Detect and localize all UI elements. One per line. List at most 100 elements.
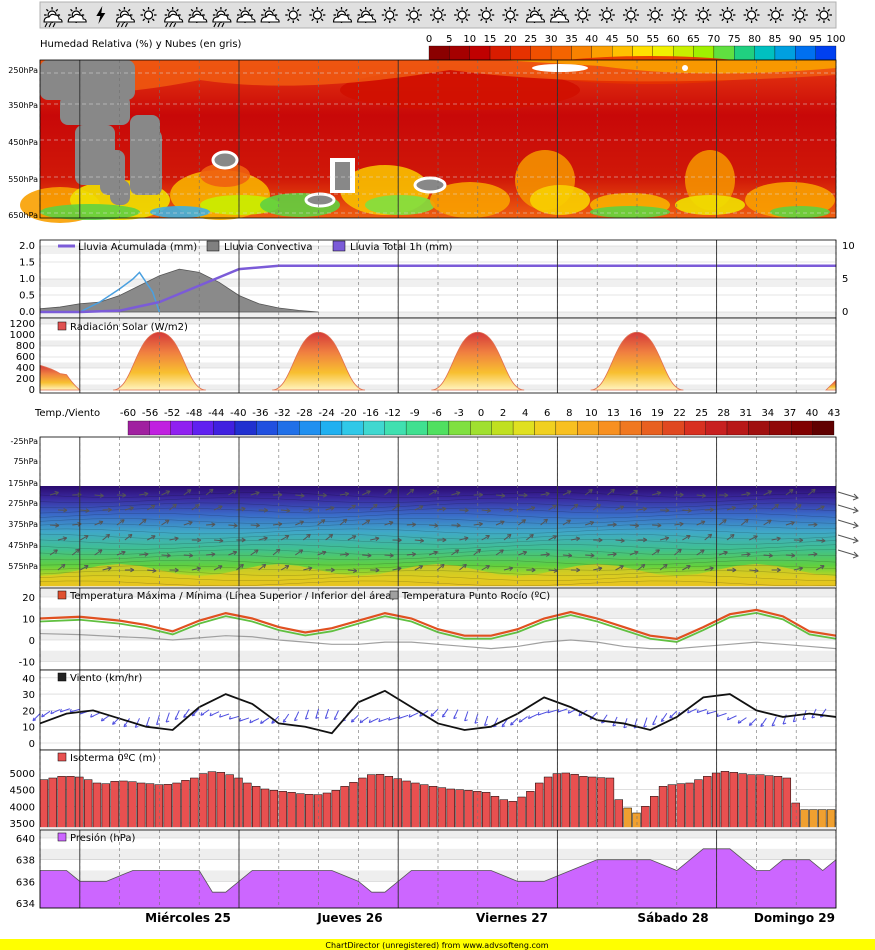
wind-arrow-head bbox=[409, 488, 415, 494]
temperature-max-line bbox=[39, 608, 837, 641]
wind-arrow-head bbox=[351, 504, 357, 510]
wind-arrow-head bbox=[164, 519, 170, 524]
wind-arrow bbox=[726, 534, 735, 541]
wind-arrow-head bbox=[478, 521, 483, 527]
wind-arrow-head bbox=[122, 492, 127, 498]
wind-arrow bbox=[615, 539, 625, 542]
sun-icon bbox=[478, 7, 495, 23]
wind-direction-head bbox=[282, 719, 287, 723]
temp-scale-tick: -36 bbox=[252, 408, 268, 419]
wind-arrow bbox=[749, 569, 759, 572]
wind-arrow bbox=[763, 554, 773, 557]
temp-scale-tick: 4 bbox=[522, 408, 528, 419]
sun-ray bbox=[769, 8, 773, 12]
wind-arrow bbox=[771, 503, 779, 511]
wind-arrow-head bbox=[298, 549, 304, 554]
colorbar-tick: 70 bbox=[708, 34, 721, 45]
sun-icon bbox=[743, 7, 760, 23]
wind-arrow bbox=[459, 537, 469, 541]
humidity-ylabel: 250hPa bbox=[8, 66, 38, 75]
humidity-ylabel: 550hPa bbox=[8, 175, 38, 184]
legend-total: Lluvia Total 1h (mm) bbox=[350, 242, 452, 253]
wind-direction-head bbox=[271, 720, 275, 724]
cloud-shape bbox=[260, 13, 280, 23]
cloud-area bbox=[60, 95, 130, 125]
sun-ray bbox=[320, 8, 324, 12]
wind-arrow bbox=[495, 520, 505, 526]
isotherm-bar bbox=[260, 788, 270, 831]
isotherm-bar bbox=[543, 776, 553, 831]
wind-arrow-head bbox=[239, 563, 244, 569]
pressure-title: Presión (hPa) bbox=[70, 832, 135, 844]
temp-scale-tick: 8 bbox=[566, 408, 572, 419]
legend-swatch-tmax bbox=[57, 590, 67, 600]
wind-direction-head bbox=[612, 722, 617, 727]
wind-arrow bbox=[696, 549, 705, 556]
temp-wind-panel: -25hPa 75hPa 175hPa 275hPa 375hPa 475hPa 575hP… bbox=[8, 436, 859, 589]
wind-arrow-head bbox=[530, 506, 536, 511]
isotherm-bar bbox=[605, 777, 615, 831]
isotherm-ytick: 4500 bbox=[10, 786, 35, 797]
wind-arrow-head bbox=[746, 552, 751, 557]
wind-arrow bbox=[361, 490, 371, 496]
isotherm-bar bbox=[349, 782, 358, 831]
wind-arrow-head bbox=[545, 552, 550, 557]
wind-arrow bbox=[674, 548, 682, 556]
isotherm-title: Isoterma 0ºC (m) bbox=[70, 753, 156, 764]
wind-arrow bbox=[749, 535, 758, 541]
isotherm-bar bbox=[720, 771, 730, 831]
sun-ray bbox=[648, 18, 652, 22]
wind-direction-head bbox=[228, 715, 233, 720]
wind-arrow-head bbox=[299, 520, 304, 525]
sun-ray bbox=[817, 18, 821, 22]
wind-arrow bbox=[473, 548, 481, 556]
wind-direction-head bbox=[100, 717, 105, 722]
wind-arrow-head bbox=[744, 518, 749, 524]
temp-scale-swatch bbox=[384, 420, 407, 436]
sun-ray bbox=[730, 8, 734, 12]
pressure-panel: 640 638 636 634 Presión (hPa) bbox=[16, 827, 837, 910]
wind-arrow-head bbox=[241, 537, 246, 543]
wind-arrow-head bbox=[121, 550, 126, 556]
legend-swatch-dewpoint bbox=[389, 590, 399, 600]
temp-scale-tick: -20 bbox=[340, 408, 356, 419]
sun-ray bbox=[610, 8, 613, 12]
isotherm-bar bbox=[75, 776, 84, 831]
wind-arrow-head bbox=[209, 488, 214, 494]
colorbar-swatch bbox=[449, 45, 470, 61]
isotherm-bar bbox=[216, 772, 225, 831]
sun-disc bbox=[312, 10, 322, 20]
wind-arrow bbox=[80, 565, 89, 571]
isotherm-bar bbox=[172, 782, 181, 831]
wind-arrow-head bbox=[499, 549, 504, 554]
wind-direction-head bbox=[464, 717, 468, 722]
colorbar-swatch bbox=[713, 45, 735, 61]
wind-arrow bbox=[295, 549, 303, 556]
wind-arrow-head bbox=[811, 488, 816, 494]
isotherm-bar bbox=[473, 791, 482, 831]
rain-ytick-left: 0.5 bbox=[19, 291, 35, 302]
wind-arrow bbox=[406, 523, 416, 526]
temp-scale-tick: -9 bbox=[410, 408, 420, 419]
wind-arrow bbox=[362, 554, 372, 557]
sun-ray bbox=[393, 18, 396, 22]
isotherm-bar bbox=[269, 790, 279, 831]
sun-icon bbox=[767, 7, 784, 23]
pressure-ytick: 640 bbox=[16, 834, 35, 845]
isotherm-bar bbox=[243, 782, 252, 831]
sun-icon bbox=[381, 7, 398, 23]
colorbar-swatch bbox=[774, 45, 796, 61]
wind-arrow bbox=[771, 537, 781, 541]
radiation-curve bbox=[39, 364, 81, 391]
wind-arrow-head bbox=[389, 553, 394, 558]
wind-arrow-head bbox=[568, 553, 573, 558]
wind-arrow-head bbox=[99, 493, 104, 498]
sun-ray bbox=[624, 18, 628, 22]
wind-direction-head bbox=[430, 713, 435, 717]
wind-arrow bbox=[183, 554, 193, 557]
wind-arrow-head bbox=[366, 490, 371, 495]
wind-arrow bbox=[94, 521, 104, 526]
sun-ray bbox=[441, 8, 445, 12]
rain-panel: 2.0 1.5 1.0 0.5 0.0 10 5 0 Lluvia Acumulada (mm)… bbox=[19, 239, 855, 320]
humidity-panel: 250hPa 350hPa 450hPa 550hPa 650hPa bbox=[8, 56, 837, 223]
